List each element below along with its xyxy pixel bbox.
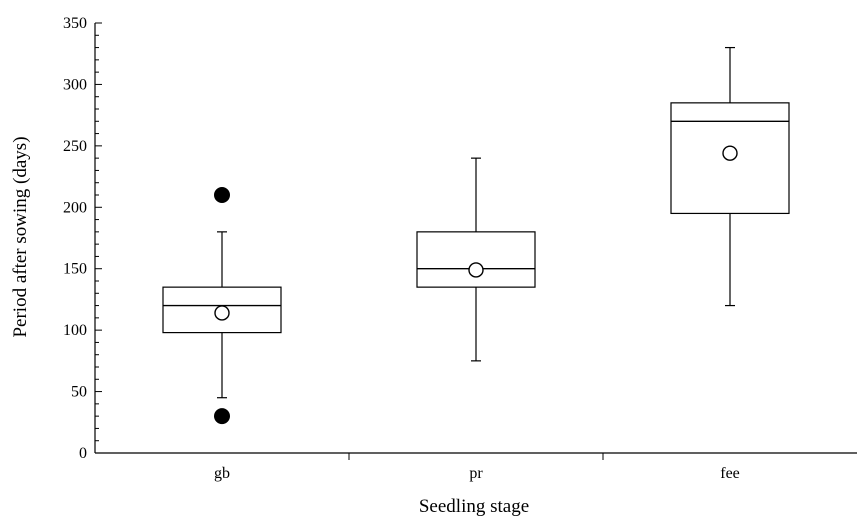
y-tick-label: 150 [63,261,87,278]
y-tick-label: 300 [63,76,87,93]
y-axis: 0 50 100 150 200 250 300 350 [63,15,102,462]
y-tick-label: 50 [71,384,87,401]
outlier-point [214,408,230,425]
interquartile-box [416,231,536,288]
x-tick-label-gb: gb [214,465,230,482]
y-tick-label: 250 [63,138,87,155]
x-tick-label-pr: pr [469,465,483,482]
y-axis-title: Period after sowing (days) [10,136,31,337]
boxes [162,46,790,425]
y-tick-label: 100 [63,322,87,339]
outlier-point [214,187,230,203]
box-fee [670,46,790,307]
box-pr [416,157,536,362]
x-axis: gb pr fee [95,452,857,482]
y-tick-label: 200 [63,199,87,216]
x-axis-title: Seedling stage [419,496,529,517]
x-tick-label-fee: fee [720,465,740,482]
mean-marker [722,145,738,161]
mean-marker [468,262,484,278]
y-tick-label: 350 [63,15,87,32]
y-tick-label: 0 [79,445,87,462]
mean-marker [214,305,230,321]
box-gb [162,187,282,425]
